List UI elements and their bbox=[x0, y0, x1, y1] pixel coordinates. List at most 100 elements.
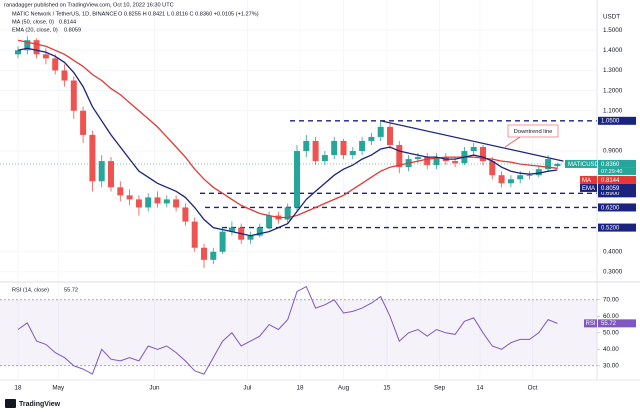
annotation-text: Downtrend line bbox=[514, 129, 553, 135]
ma-value-label: 0.8144 bbox=[601, 178, 620, 184]
level-box bbox=[598, 116, 636, 125]
level-label: 0.6200 bbox=[601, 205, 620, 211]
symbol-label: MATICUSDT bbox=[568, 162, 603, 168]
trendline bbox=[380, 120, 564, 162]
candle-body bbox=[80, 110, 87, 135]
y-tick-label: 1.2000 bbox=[603, 87, 623, 94]
rsi-tick-label: 40.00 bbox=[603, 346, 619, 353]
candle-body bbox=[201, 247, 207, 260]
candle-body bbox=[52, 58, 59, 71]
candle-body bbox=[303, 140, 310, 152]
publisher: ranadagger published on TradingView.com,… bbox=[4, 2, 174, 8]
candle-body bbox=[359, 140, 366, 152]
legend-name: MA (50, close, 0) bbox=[12, 19, 54, 25]
level-box bbox=[598, 223, 636, 232]
y-tick-label: 1.1000 bbox=[603, 107, 623, 114]
rsi-tick-label: 50.00 bbox=[603, 329, 619, 336]
rsi-tick-label: 60.00 bbox=[603, 313, 619, 320]
candle-body bbox=[340, 140, 347, 156]
candle-body bbox=[321, 155, 328, 162]
candle-body bbox=[535, 169, 542, 176]
candle-body bbox=[554, 163, 561, 167]
candle-body bbox=[42, 54, 49, 59]
last-price-box bbox=[598, 159, 636, 168]
candle-body bbox=[126, 195, 133, 200]
candle-body bbox=[387, 126, 393, 145]
x-tick-label: Aug bbox=[338, 385, 350, 392]
candle-body bbox=[228, 227, 235, 232]
candle-body bbox=[98, 161, 105, 182]
rsi-name-box bbox=[584, 319, 597, 328]
candle-body bbox=[368, 136, 375, 141]
x-tick-label: 18 bbox=[14, 385, 22, 392]
candle-body bbox=[256, 227, 263, 236]
candle-body bbox=[145, 197, 152, 208]
candle-body bbox=[182, 207, 189, 222]
countdown: 07:29:40 bbox=[601, 169, 622, 175]
rsi-title: RSI (14, close) bbox=[12, 287, 49, 293]
ma-tag-box bbox=[580, 183, 597, 192]
level-box bbox=[598, 189, 636, 198]
legend-value: 0.8059 bbox=[64, 27, 81, 33]
x-tick-label: Oct bbox=[528, 385, 538, 392]
rsi-line bbox=[17, 285, 558, 375]
ma-value-box bbox=[598, 175, 636, 184]
candle-body bbox=[173, 199, 180, 208]
countdown-box bbox=[598, 167, 636, 175]
annotation-pointer bbox=[504, 136, 521, 148]
plot-area: Downtrend line bbox=[0, 36, 597, 375]
ma-tag: MA bbox=[582, 178, 591, 184]
x-tick-label: May bbox=[52, 385, 65, 392]
legend-value: 0.8144 bbox=[59, 19, 76, 25]
candle-body bbox=[470, 147, 477, 152]
candle-body bbox=[210, 251, 217, 260]
candle-body bbox=[191, 221, 198, 248]
footer-logo: TradingView bbox=[19, 401, 61, 408]
candle-body bbox=[396, 144, 403, 168]
candle-body bbox=[61, 70, 68, 81]
candle-body bbox=[452, 161, 459, 164]
candle-body bbox=[117, 187, 124, 196]
candle-body bbox=[498, 175, 505, 184]
ma-tag-box bbox=[580, 175, 597, 184]
candle-body bbox=[331, 140, 338, 156]
candle-body bbox=[33, 40, 40, 55]
x-tick-label: 14 bbox=[476, 385, 484, 392]
candle-body bbox=[507, 179, 514, 184]
y-tick-label: 0.3000 bbox=[603, 269, 623, 276]
candle-body bbox=[433, 157, 440, 166]
annotation-box bbox=[507, 124, 559, 138]
candle-body bbox=[489, 161, 496, 176]
level-box bbox=[598, 203, 636, 212]
candle-body bbox=[284, 207, 291, 220]
candle-body bbox=[377, 126, 384, 137]
logo-icon bbox=[5, 399, 16, 408]
rsi-tick-label: 30.00 bbox=[603, 362, 619, 369]
moving-average-line bbox=[17, 39, 558, 219]
y-tick-label: 1.3000 bbox=[603, 67, 623, 74]
candle-body bbox=[163, 199, 170, 204]
candle-body bbox=[480, 147, 486, 162]
rsi-tick-label: 70.00 bbox=[603, 296, 619, 303]
y-tick-label: 0.4000 bbox=[603, 248, 623, 255]
y-tick-label: 1.5000 bbox=[603, 27, 623, 34]
candle-body bbox=[24, 40, 31, 51]
candle-body bbox=[108, 161, 114, 188]
candle-body bbox=[517, 175, 524, 180]
ohlc: O 0.8255 H 0.8421 L 0.8116 C 0.8360 +0.0… bbox=[118, 11, 259, 17]
x-tick-label: Jul bbox=[243, 385, 251, 392]
rsi-name: RSI bbox=[586, 321, 596, 327]
ma-value-box bbox=[598, 183, 636, 192]
candle-body bbox=[89, 134, 96, 182]
candle-body bbox=[154, 197, 161, 204]
moving-average-line bbox=[17, 47, 558, 237]
candle-body bbox=[545, 159, 552, 170]
candle-body bbox=[424, 157, 431, 166]
rsi-band bbox=[0, 299, 597, 366]
y-tick-label: 1.4000 bbox=[603, 47, 623, 54]
ma-tag: EMA bbox=[582, 186, 595, 192]
candle-body bbox=[294, 151, 300, 208]
symbol-box bbox=[565, 159, 597, 168]
candle-body bbox=[135, 199, 142, 208]
